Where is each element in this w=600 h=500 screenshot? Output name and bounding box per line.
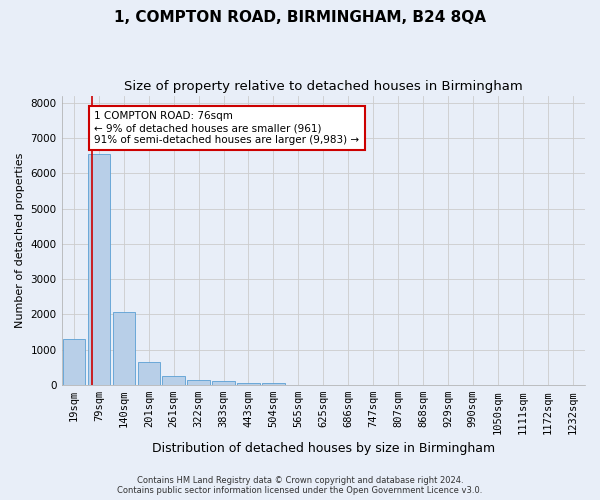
Text: 1 COMPTON ROAD: 76sqm
← 9% of detached houses are smaller (961)
91% of semi-deta: 1 COMPTON ROAD: 76sqm ← 9% of detached h…	[94, 112, 359, 144]
Bar	[113, 312, 135, 385]
X-axis label: Distribution of detached houses by size in Birmingham: Distribution of detached houses by size …	[152, 442, 495, 455]
Bar	[187, 380, 210, 385]
Bar	[163, 376, 185, 385]
Bar	[63, 339, 85, 385]
Y-axis label: Number of detached properties: Number of detached properties	[15, 152, 25, 328]
Bar	[212, 382, 235, 385]
Bar	[137, 362, 160, 385]
Title: Size of property relative to detached houses in Birmingham: Size of property relative to detached ho…	[124, 80, 523, 93]
Bar	[262, 383, 284, 385]
Bar	[88, 154, 110, 385]
Text: 1, COMPTON ROAD, BIRMINGHAM, B24 8QA: 1, COMPTON ROAD, BIRMINGHAM, B24 8QA	[114, 10, 486, 25]
Text: Contains HM Land Registry data © Crown copyright and database right 2024.
Contai: Contains HM Land Registry data © Crown c…	[118, 476, 482, 495]
Bar	[237, 383, 260, 385]
